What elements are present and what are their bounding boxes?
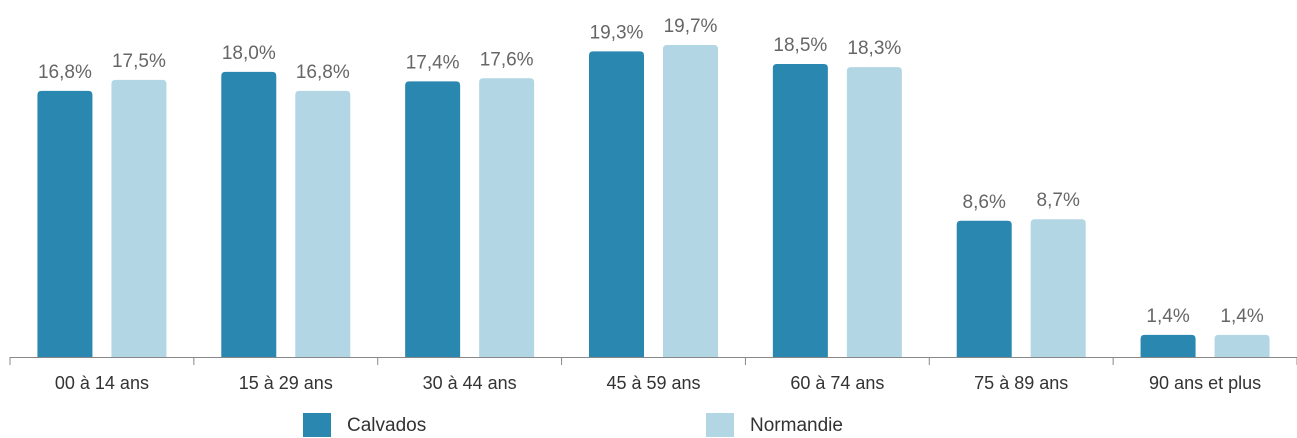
legend-swatch [303,413,331,437]
x-tick-label: 45 à 59 ans [606,373,700,393]
bar [221,71,277,357]
bar [295,90,351,358]
value-label: 18,3% [847,38,901,59]
legend-label: Calvados [347,415,426,436]
bar [1140,334,1196,357]
value-label: 16,8% [38,62,92,83]
bar [1030,219,1086,357]
x-tick-label: 75 à 89 ans [974,373,1068,393]
legend-label: Normandie [750,415,843,436]
bar [1214,334,1270,357]
bar [405,81,461,358]
bar [772,64,828,358]
bar [589,51,644,358]
value-label: 1,4% [1220,306,1263,327]
x-tick-label: 15 à 29 ans [239,373,333,393]
value-label: 17,4% [406,52,460,73]
x-tick-label: 00 à 14 ans [55,373,149,393]
bar [956,220,1012,357]
value-label: 1,4% [1146,306,1189,327]
value-label: 17,6% [480,49,534,70]
bar [37,90,93,358]
bar [479,78,535,357]
x-tick-label: 30 à 44 ans [423,373,517,393]
value-label: 19,3% [590,22,644,43]
value-label: 18,0% [222,43,276,64]
value-label: 17,5% [112,51,166,72]
bar [663,45,718,357]
bar [111,79,167,357]
x-tick-label: 60 à 74 ans [790,373,884,393]
value-label: 19,7% [664,16,718,37]
legend-swatch [706,413,734,437]
value-label: 8,6% [963,192,1006,213]
value-label: 16,8% [296,62,350,83]
bar [846,67,902,357]
value-label: 18,5% [773,35,827,56]
x-tick-label: 90 ans et plus [1149,373,1261,393]
value-label: 8,7% [1037,190,1080,211]
